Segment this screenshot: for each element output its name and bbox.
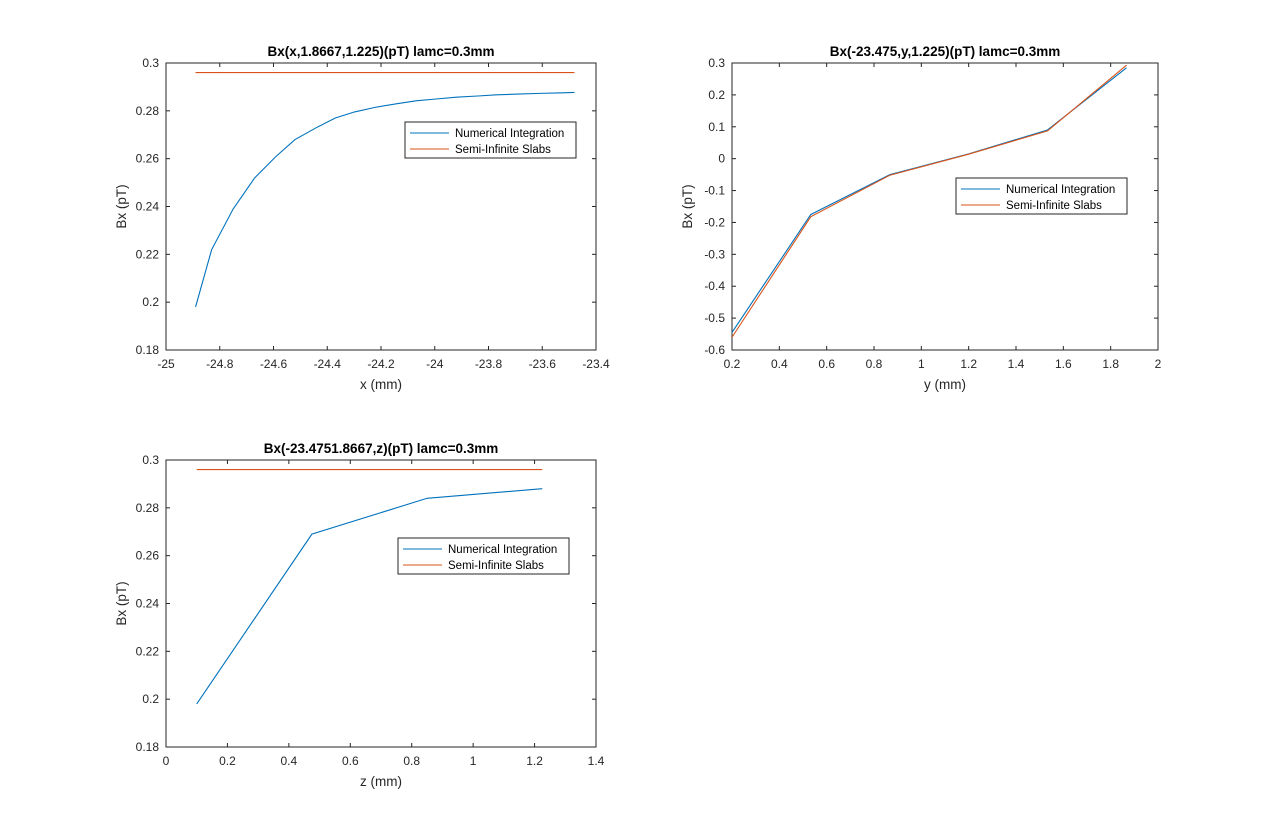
x-tick-label: -24.8 (206, 357, 234, 371)
y-tick-label: -0.1 (704, 184, 725, 198)
x-tick-label: -24.4 (314, 357, 342, 371)
x-axis-label: z (mm) (360, 774, 402, 789)
y-tick-label: 0.26 (136, 549, 160, 563)
axes-frame (165, 459, 597, 748)
x-tick-label: -24.2 (367, 357, 395, 371)
legend-entry-label: Semi-Infinite Slabs (455, 144, 551, 156)
y-axis-label: Bx (pT) (114, 581, 129, 625)
y-tick-label: 0.2 (142, 295, 159, 309)
legend-entry-label: Numerical Integration (455, 128, 564, 140)
legend-entry-label: Numerical Integration (448, 544, 557, 556)
x-axis-label: y (mm) (924, 377, 966, 392)
y-tick-label: 0 (718, 152, 725, 166)
y-tick-label: 0.18 (136, 740, 160, 754)
x-tick-label: -23.6 (529, 357, 557, 371)
x-tick-label: 0.4 (771, 357, 788, 371)
y-tick-label: -0.6 (704, 343, 725, 357)
y-tick-label: 0.26 (136, 152, 160, 166)
y-tick-label: 0.28 (136, 104, 160, 118)
x-tick-label: 1.4 (1008, 357, 1025, 371)
legend-box (955, 177, 1128, 215)
axes-plot-z: 0 0.2 0.4 0.6 0.8 1 1.2 1.4 0.18 0.2 0.22 0.24 0.26 0… (114, 441, 605, 789)
x-tick-label: 1.4 (588, 754, 605, 768)
chart-title: Bx(-23.4751.8667,z)(pT) lamc=0.3mm (264, 441, 499, 456)
series-line-semi-infinite-slabs (731, 64, 1127, 338)
x-tick-label: 0.4 (281, 754, 298, 768)
y-tick-label: -0.4 (704, 279, 725, 293)
x-tick-label: 0.6 (342, 754, 359, 768)
x-tick-label: -23.4 (582, 357, 610, 371)
x-tick-label: 0.8 (403, 754, 420, 768)
y-tick-label: 0.22 (136, 247, 160, 261)
legend-entry-label: Semi-Infinite Slabs (1006, 200, 1102, 212)
legend-entry-label: Semi-Infinite Slabs (448, 560, 544, 572)
x-tick-label: -24.6 (260, 357, 288, 371)
x-tick-label: 1.8 (1102, 357, 1119, 371)
y-axis-label: Bx (pT) (114, 184, 129, 228)
series-line-numerical-integration (195, 91, 575, 308)
x-tick-label: 1.2 (526, 754, 543, 768)
x-tick-label: 1 (470, 754, 477, 768)
y-tick-label: 0.2 (142, 692, 159, 706)
y-tick-label: 0.24 (136, 200, 160, 214)
x-tick-label: 2 (1155, 357, 1162, 371)
y-tick-label: 0.18 (136, 343, 160, 357)
x-tick-label: 0.2 (219, 754, 236, 768)
x-tick-label: 0 (163, 754, 170, 768)
y-tick-label: 0.22 (136, 644, 160, 658)
x-tick-label: 0.6 (818, 357, 835, 371)
chart-title: Bx(x,1.8667,1.225)(pT) lamc=0.3mm (268, 44, 495, 59)
x-tick-label: 0.8 (866, 357, 883, 371)
chart-title: Bx(-23.475,y,1.225)(pT) lamc=0.3mm (830, 44, 1061, 59)
y-tick-label: -0.2 (704, 215, 725, 229)
x-tick-label: 1.2 (960, 357, 977, 371)
y-tick-label: 0.1 (708, 120, 725, 134)
legend-entry-label: Numerical Integration (1006, 184, 1115, 196)
y-axis-label: Bx (pT) (680, 184, 695, 228)
x-axis-label: x (mm) (360, 377, 402, 392)
y-tick-label: 0.2 (708, 88, 725, 102)
y-tick-label: 0.24 (136, 597, 160, 611)
x-tick-label: -23.8 (475, 357, 503, 371)
legend: Numerical Integration Semi-Infinite Slabs (397, 537, 570, 575)
x-tick-label: 1.6 (1055, 357, 1072, 371)
legend-box (397, 537, 570, 575)
axes-plot-x: -25 -24.8 -24.6 -24.4 -24.2 -24 -23.8 -23.6 -23.… (114, 44, 610, 392)
axes-frame (165, 62, 597, 351)
x-tick-label: 0.2 (724, 357, 741, 371)
y-tick-label: 0.3 (142, 453, 159, 467)
legend-box (404, 121, 577, 159)
y-tick-label: -0.3 (704, 247, 725, 261)
y-tick-label: 0.3 (708, 56, 725, 70)
y-tick-label: 0.3 (142, 56, 159, 70)
axes-plot-y: 0.2 0.4 0.6 0.8 1 1.2 1.4 1.6 1.8 2 -0.6 -0.5 -0.4 -0… (680, 44, 1162, 392)
series-line-numerical-integration (196, 488, 543, 705)
x-tick-label: -24 (426, 357, 444, 371)
x-tick-label: 1 (918, 357, 925, 371)
legend: Numerical Integration Semi-Infinite Slabs (955, 177, 1128, 215)
x-tick-label: -25 (157, 357, 175, 371)
legend: Numerical Integration Semi-Infinite Slabs (404, 121, 577, 159)
y-tick-label: -0.5 (704, 311, 725, 325)
y-tick-label: 0.28 (136, 501, 160, 515)
